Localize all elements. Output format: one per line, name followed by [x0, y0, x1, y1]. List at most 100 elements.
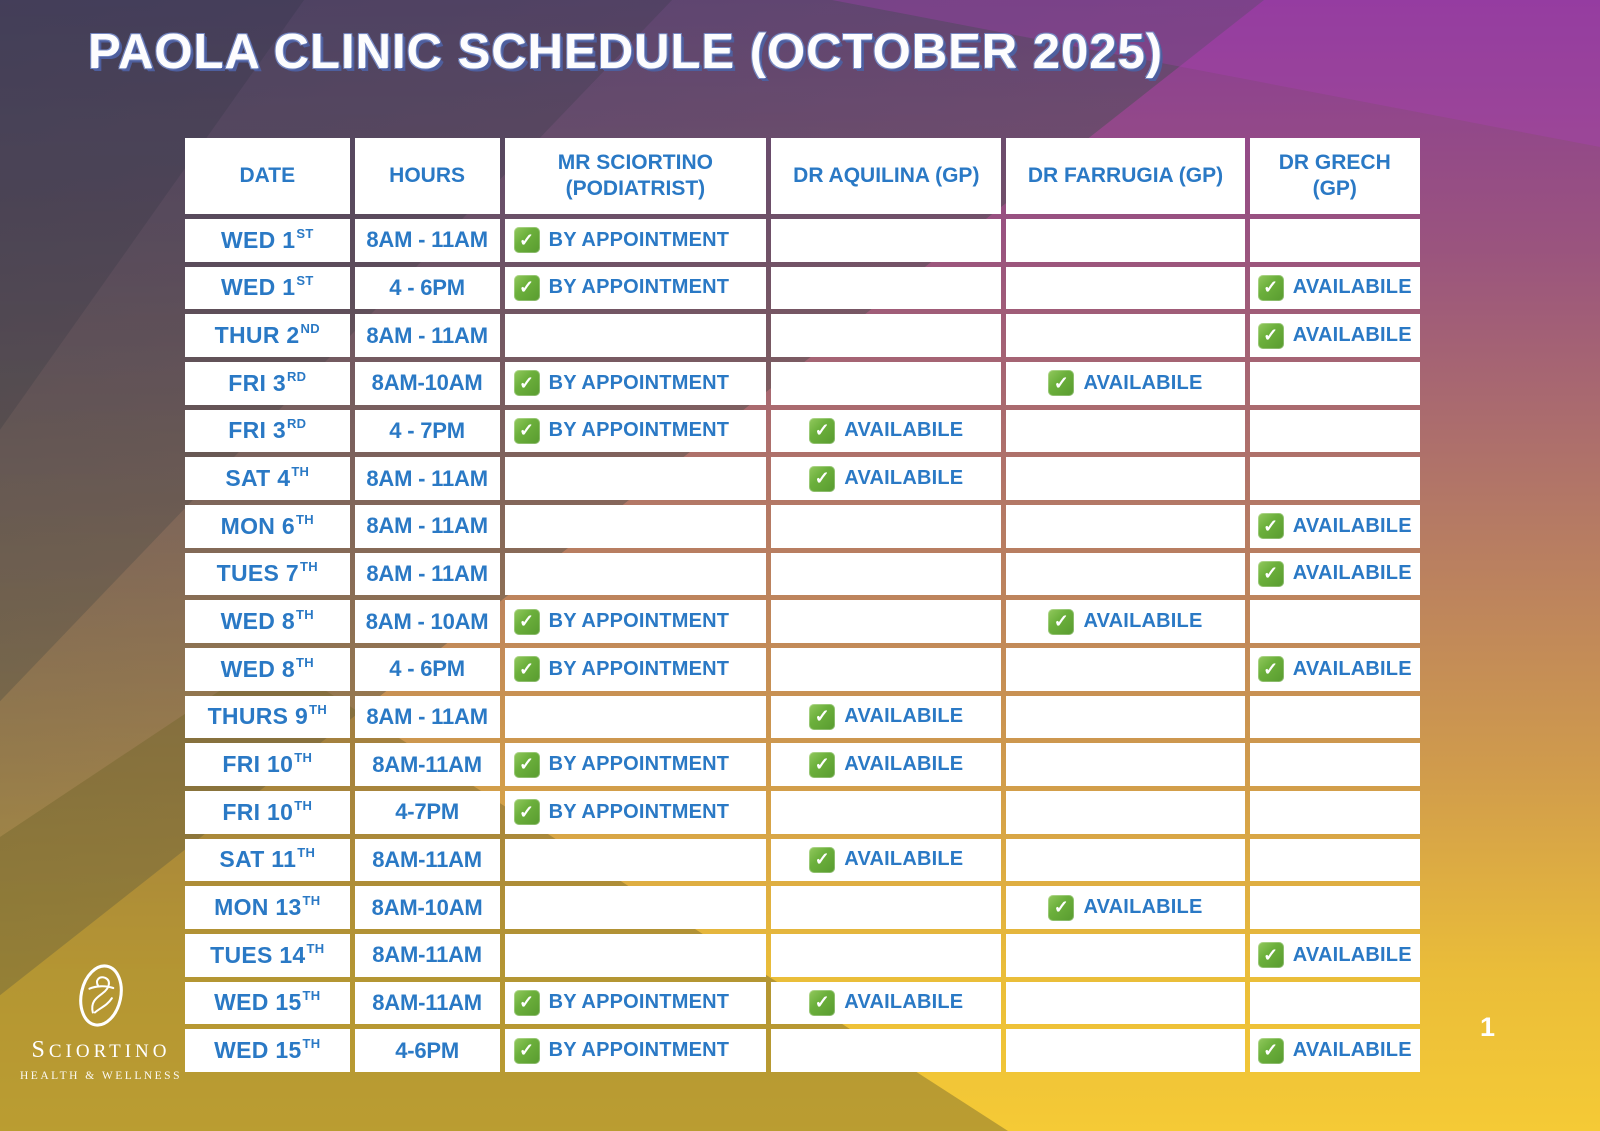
date-text: MON 6	[220, 512, 295, 539]
date-text: WED 1	[221, 274, 296, 301]
schedule-table: DATE HOURS MR SCIORTINO (PODIATRIST) DR AQU…	[185, 138, 1420, 1072]
status-label: BY APPOINTMENT	[548, 371, 730, 394]
check-icon: ✓	[513, 227, 540, 254]
hours-cell: 8AM-10AM	[354, 362, 500, 405]
status-label: BY APPOINTMENT	[548, 276, 730, 299]
hours-cell: 4-7PM	[354, 791, 500, 834]
status-label: AVAILABILE	[844, 991, 964, 1014]
status-cell-farrugia	[1006, 219, 1245, 262]
hours-cell: 8AM - 11AM	[354, 505, 500, 548]
status-cell-farrugia	[1006, 314, 1245, 357]
date-cell: THURS 9 TH	[185, 695, 350, 739]
status-cell-aquilina	[771, 1029, 1002, 1072]
status-cell-sciortino	[504, 314, 767, 357]
hours-cell: 8AM - 10AM	[354, 600, 500, 643]
status-cell-farrugia	[1006, 838, 1245, 882]
status-cell-grech	[1249, 695, 1420, 739]
status-cell-sciortino: ✓ BY APPOINTMENT	[504, 1029, 767, 1072]
status-cell-sciortino	[504, 934, 767, 977]
date-text: TUES 14	[210, 941, 306, 968]
hours-cell: 8AM - 11AM	[354, 219, 500, 262]
date-cell: TUES 7 TH	[185, 552, 350, 596]
hours-cell: 8AM - 11AM	[354, 457, 500, 500]
hours-cell: 8AM - 11AM	[354, 314, 500, 357]
date-ordinal: TH	[302, 1036, 321, 1052]
date-text: WED 1	[221, 226, 296, 253]
check-icon: ✓	[1257, 274, 1284, 301]
status-label: AVAILABILE	[844, 467, 964, 490]
status-cell-grech	[1249, 791, 1420, 834]
status-cell-sciortino: ✓ BY APPOINTMENT	[504, 648, 767, 691]
status-cell-aquilina	[771, 266, 1002, 310]
status-label: BY APPOINTMENT	[548, 228, 730, 251]
check-icon: ✓	[513, 799, 540, 826]
column-header: DR GRECH (GP)	[1249, 138, 1420, 214]
status-cell-farrugia	[1006, 981, 1245, 1025]
status-label: BY APPOINTMENT	[548, 800, 730, 823]
date-ordinal: TH	[306, 940, 325, 956]
status-cell-grech: ✓ AVAILABILE	[1249, 1029, 1420, 1072]
status-cell-farrugia	[1006, 1029, 1245, 1072]
date-cell: WED 8 TH	[185, 648, 350, 691]
status-cell-sciortino: ✓ BY APPOINTMENT	[504, 791, 767, 834]
date-text: TUES 7	[216, 560, 299, 587]
status-label: AVAILABILE	[1292, 276, 1412, 299]
status-cell-farrugia	[1006, 934, 1245, 977]
date-cell: WED 15 TH	[185, 1029, 350, 1072]
hours-cell: 8AM-11AM	[354, 838, 500, 882]
check-icon: ✓	[809, 751, 836, 778]
column-header: HOURS	[354, 138, 500, 214]
date-cell: WED 1 ST	[185, 266, 350, 310]
date-text: MON 13	[214, 894, 302, 921]
check-icon: ✓	[809, 846, 836, 873]
check-icon: ✓	[809, 417, 836, 444]
status-cell-grech	[1249, 838, 1420, 882]
check-icon: ✓	[1257, 513, 1284, 540]
status-cell-farrugia: ✓ AVAILABILE	[1006, 886, 1245, 929]
date-ordinal: TH	[291, 464, 310, 480]
check-icon: ✓	[513, 274, 540, 301]
date-cell: FRI 10 TH	[185, 743, 350, 786]
status-cell-grech: ✓ AVAILABILE	[1249, 552, 1420, 596]
status-cell-aquilina: ✓ AVAILABILE	[771, 743, 1002, 786]
status-cell-aquilina	[771, 362, 1002, 405]
status-label: BY APPOINTMENT	[548, 419, 730, 442]
hours-cell: 8AM - 11AM	[354, 695, 500, 739]
date-ordinal: TH	[294, 750, 313, 766]
hours-cell: 4 - 7PM	[354, 409, 500, 453]
date-cell: SAT 11 TH	[185, 838, 350, 882]
date-cell: WED 8 TH	[185, 600, 350, 643]
status-cell-grech: ✓ AVAILABILE	[1249, 934, 1420, 977]
date-text: FRI 3	[228, 417, 286, 444]
status-label: AVAILABILE	[1083, 896, 1203, 919]
status-cell-grech	[1249, 743, 1420, 786]
status-cell-sciortino: ✓ BY APPOINTMENT	[504, 409, 767, 453]
date-text: THURS 9	[207, 703, 309, 730]
check-icon: ✓	[513, 370, 540, 397]
status-label: AVAILABILE	[1292, 514, 1412, 537]
status-cell-aquilina: ✓ AVAILABILE	[771, 695, 1002, 739]
check-icon: ✓	[1048, 370, 1075, 397]
date-cell: THUR 2 ND	[185, 314, 350, 357]
hours-cell: 8AM-11AM	[354, 743, 500, 786]
date-ordinal: TH	[302, 988, 321, 1004]
status-cell-aquilina: ✓ AVAILABILE	[771, 981, 1002, 1025]
check-icon: ✓	[513, 751, 540, 778]
date-ordinal: TH	[297, 845, 316, 861]
status-label: AVAILABILE	[844, 848, 964, 871]
hours-cell: 8AM - 11AM	[354, 552, 500, 596]
date-cell: WED 1 ST	[185, 219, 350, 262]
date-ordinal: TH	[296, 511, 314, 527]
status-cell-grech	[1249, 362, 1420, 405]
date-ordinal: RD	[286, 368, 307, 384]
date-text: WED 15	[214, 989, 302, 1016]
check-icon: ✓	[1257, 322, 1284, 349]
date-ordinal: ST	[296, 273, 314, 289]
status-cell-farrugia	[1006, 695, 1245, 739]
status-cell-aquilina	[771, 791, 1002, 834]
status-cell-sciortino: ✓ BY APPOINTMENT	[504, 600, 767, 643]
date-cell: FRI 3 RD	[185, 409, 350, 453]
status-cell-sciortino	[504, 838, 767, 882]
check-icon: ✓	[513, 989, 540, 1016]
clinic-logo: Sciortino Health & Wellness	[16, 958, 186, 1082]
